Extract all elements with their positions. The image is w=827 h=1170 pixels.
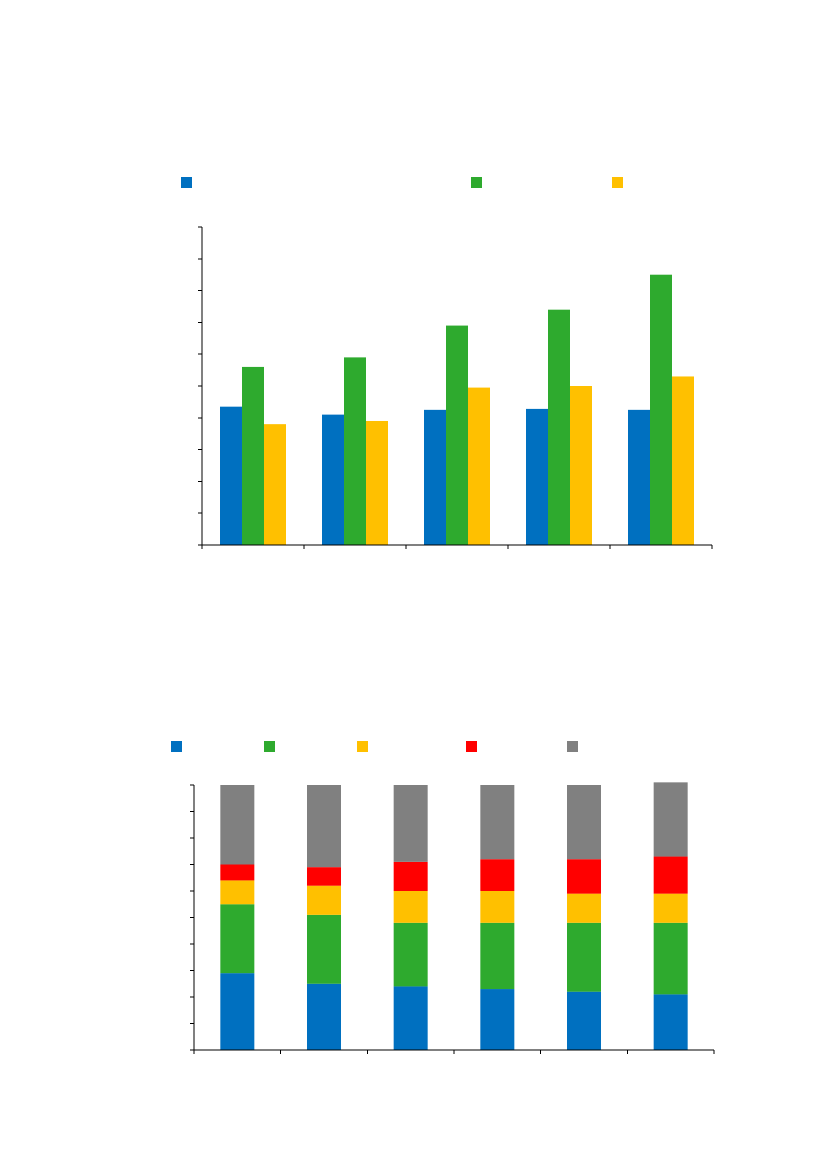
stack-s0-c2: [393, 986, 428, 1050]
stack-s2-c1: [307, 885, 341, 915]
chart-1-legend: [181, 177, 623, 188]
stack-s2-c0: [220, 880, 255, 905]
stack-s4-c3: [480, 785, 515, 860]
bar-s1-c0: [242, 366, 264, 545]
chart-1-bars: [220, 274, 694, 545]
bar-s2-c1: [366, 420, 388, 545]
bar-s1-c2: [446, 325, 468, 545]
stack-s4-c0: [220, 785, 255, 865]
stack-s0-c4: [567, 991, 601, 1050]
stack-s3-c5: [653, 856, 688, 894]
stack-s0-c0: [220, 973, 255, 1050]
bar-s2-c0: [264, 424, 286, 545]
stack-s0-c5: [653, 994, 688, 1050]
legend-swatch-1: [471, 177, 482, 188]
stack-s3-c1: [307, 867, 341, 886]
stack-s2-c4: [567, 893, 601, 923]
bar-s2-c4: [672, 376, 694, 545]
stack-s1-c3: [480, 922, 515, 990]
chart-2-legend: [171, 741, 578, 752]
chart-2-bars: [220, 782, 688, 1050]
stack-s1-c5: [653, 922, 688, 995]
stack-s0-c3: [480, 989, 515, 1050]
bar-s1-c4: [650, 274, 672, 545]
stack-s1-c2: [393, 922, 428, 987]
stack-s0-c1: [307, 983, 341, 1050]
legend-swatch-2: [612, 177, 623, 188]
legend-swatch-2: [357, 741, 368, 752]
stack-s4-c4: [567, 785, 601, 860]
stack-s3-c0: [220, 864, 255, 881]
legend-swatch-0: [181, 177, 192, 188]
stack-s3-c3: [480, 859, 515, 891]
chart-2-axes: [190, 784, 715, 1054]
stack-s3-c2: [393, 861, 428, 891]
stack-s1-c4: [567, 922, 601, 992]
grouped-bar-chart: [181, 177, 713, 549]
stack-s2-c2: [393, 891, 428, 923]
stack-s3-c4: [567, 859, 601, 894]
stack-s4-c1: [307, 785, 341, 868]
stack-s1-c1: [307, 914, 341, 984]
bar-s1-c3: [548, 309, 570, 545]
stack-s2-c5: [653, 893, 688, 923]
bar-s0-c3: [526, 408, 548, 545]
bar-s0-c1: [322, 414, 344, 545]
bar-s0-c0: [220, 406, 242, 545]
chart-1-axes: [198, 226, 713, 549]
legend-swatch-0: [171, 741, 182, 752]
bar-s0-c4: [628, 409, 650, 545]
stack-s4-c2: [393, 785, 428, 862]
stack-s4-c5: [653, 782, 688, 857]
legend-swatch-1: [264, 741, 275, 752]
bar-s0-c2: [424, 409, 446, 545]
legend-swatch-3: [466, 741, 477, 752]
stack-s2-c3: [480, 891, 515, 923]
bar-s2-c2: [468, 387, 490, 545]
stack-s1-c0: [220, 904, 255, 974]
legend-swatch-4: [567, 741, 578, 752]
bar-s1-c1: [344, 357, 366, 545]
bar-s2-c3: [570, 386, 592, 545]
